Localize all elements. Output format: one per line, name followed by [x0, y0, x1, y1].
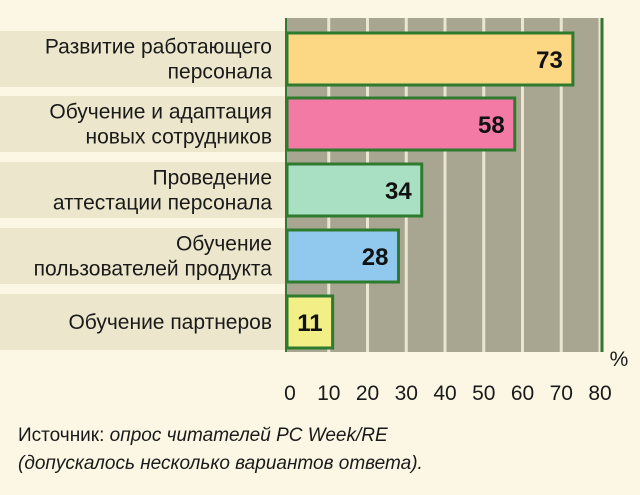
value-label-2: 58	[478, 112, 505, 139]
x-tick-label-30: 30	[395, 382, 418, 405]
value-labels: 73 58 34 28 11	[297, 47, 563, 337]
x-tick-label-50: 50	[472, 382, 495, 405]
value-label-1: 73	[536, 47, 563, 74]
x-tick-label-60: 60	[511, 382, 534, 405]
x-tick-label-70: 70	[550, 382, 573, 405]
source-footnote: (допускалось несколько вариантов ответа)…	[18, 453, 423, 474]
bar-1	[285, 31, 575, 87]
bar-3	[285, 162, 424, 218]
category-label-3-line-1: Проведение	[152, 167, 272, 190]
source-note: Источник: опрос читателей PC Week/RE (до…	[18, 422, 628, 478]
category-label-1-line-1: Развитие работающего	[45, 36, 272, 59]
category-label-4-line-1: Обучение	[176, 233, 272, 256]
source-body: опрос читателей PC Week/RE	[109, 425, 388, 446]
value-label-4: 28	[362, 244, 389, 271]
x-tick-label-10: 10	[317, 382, 340, 405]
x-axis-unit-label: %	[610, 348, 629, 371]
x-tick-label-40: 40	[433, 382, 456, 405]
category-label-1-line-2: персонала	[168, 61, 273, 84]
category-bands	[0, 31, 286, 350]
category-label-3-line-2: аттестации персонала	[53, 192, 272, 215]
x-tick-label-0: 0	[284, 382, 296, 405]
category-label-2-line-2: новых сотрудников	[85, 126, 272, 149]
x-tick-label-80: 80	[588, 382, 611, 405]
category-band-4	[0, 228, 286, 284]
category-label-5-line-1: Обучение партнеров	[68, 311, 272, 334]
x-tick-label-20: 20	[356, 382, 379, 405]
source-prefix: Источник:	[18, 425, 110, 446]
category-band-3	[0, 162, 286, 218]
value-label-5: 11	[297, 310, 322, 337]
bar-4	[285, 228, 400, 284]
category-label-2-line-1: Обучение и адаптация	[49, 101, 272, 124]
bar-2	[285, 96, 517, 152]
category-band-2	[0, 96, 286, 152]
x-axis-tick-labels: 0 10 20 30 40 50 60 70 80	[284, 382, 612, 405]
bar-5	[285, 294, 335, 350]
category-band-5	[0, 294, 286, 350]
category-band-1	[0, 31, 286, 87]
category-label-4-line-2: пользователей продукта	[34, 258, 273, 281]
value-label-3: 34	[385, 178, 412, 205]
bars	[285, 31, 575, 350]
